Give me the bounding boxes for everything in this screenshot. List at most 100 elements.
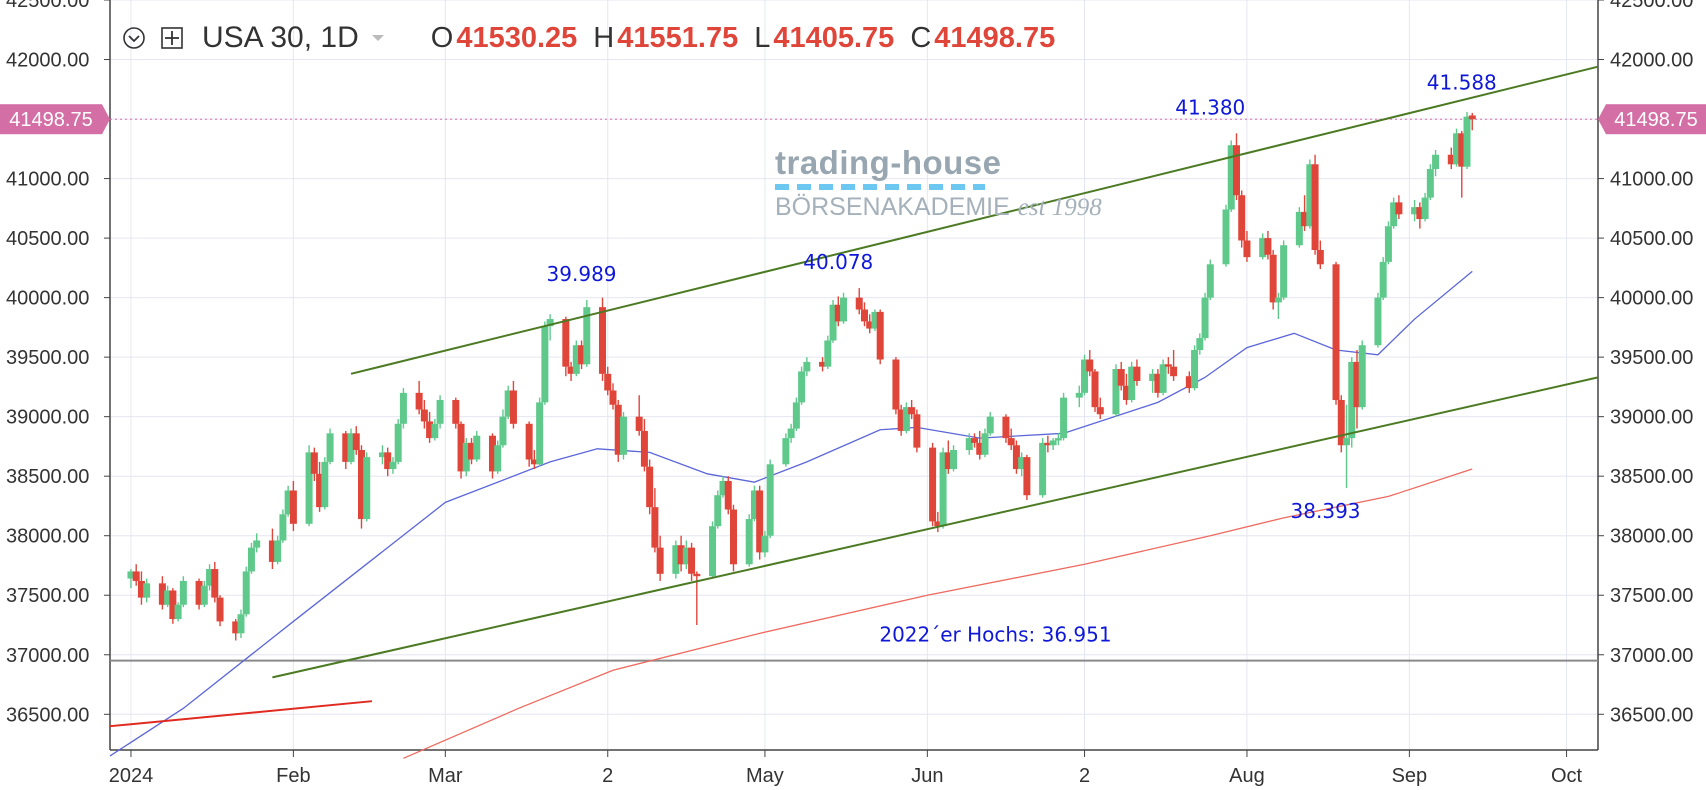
candle-up: [164, 590, 172, 605]
candle-down: [1353, 361, 1361, 408]
candle-down: [310, 452, 318, 474]
x-tick-label: May: [746, 765, 784, 787]
candle-up: [787, 428, 795, 439]
candle-down: [1185, 376, 1193, 389]
candle-down: [651, 507, 659, 548]
candle-up: [803, 361, 811, 372]
candle-down: [1243, 240, 1251, 258]
candle-down: [1096, 407, 1104, 415]
candle-down: [384, 452, 392, 470]
candle-down: [1154, 373, 1162, 393]
symbol-label[interactable]: USA 30, 1D: [202, 21, 359, 54]
y-tick-label-right: 38500.00: [1610, 466, 1693, 488]
candle-up: [279, 514, 287, 541]
trend-line-lower-channel: [272, 376, 1599, 679]
price-tag-arrow: [102, 104, 110, 135]
y-tick-label-right: 39000.00: [1610, 407, 1693, 429]
candle-up: [1348, 361, 1356, 439]
candle-up: [672, 545, 680, 574]
candle-down: [426, 421, 434, 439]
candle-up: [1054, 438, 1062, 441]
candle-down: [530, 459, 538, 465]
candle-down: [1002, 416, 1010, 439]
candle-up: [950, 450, 958, 470]
chevron-circle-icon[interactable]: [122, 26, 146, 50]
y-tick-label-right: 42000.00: [1610, 50, 1693, 72]
candle-down: [819, 361, 827, 367]
candle-down: [1395, 202, 1403, 215]
candle-down: [1164, 364, 1172, 367]
candle-up: [1149, 373, 1157, 381]
candle-down: [268, 540, 276, 562]
candle-up: [1060, 397, 1068, 439]
y-tick-label-left: 42500.00: [6, 0, 89, 12]
candle-up: [1018, 457, 1026, 470]
candle-up: [1159, 364, 1167, 393]
grid: [110, 0, 1598, 750]
candle-down: [976, 442, 984, 455]
candle-down: [1086, 359, 1094, 372]
candle-down: [635, 416, 643, 431]
candle-down: [1337, 400, 1345, 446]
y-tick-label-right: 42500.00: [1610, 0, 1693, 12]
last-price-tag-left: 41498.75: [0, 104, 110, 135]
y-tick-label-left: 41000.00: [6, 169, 89, 191]
candle-up: [326, 433, 334, 462]
candle-up: [127, 571, 135, 579]
candle-up: [473, 435, 481, 460]
y-tick-label-right: 36500.00: [1610, 704, 1693, 726]
candle-down: [1238, 195, 1246, 241]
candle-down: [640, 430, 648, 467]
candle-up: [1411, 207, 1419, 215]
candle-down: [1007, 438, 1015, 446]
candles: [127, 111, 1476, 641]
candle-down: [1133, 366, 1141, 381]
candle-down: [908, 407, 916, 415]
high-label: H: [593, 21, 615, 54]
candle-down: [944, 452, 952, 470]
candle-up: [284, 490, 292, 515]
candle-up: [1390, 202, 1398, 227]
candle-down: [1122, 385, 1130, 400]
annotation-label: 41.380: [1175, 95, 1245, 119]
candle-up: [274, 540, 282, 562]
x-tick-label: 2024: [109, 765, 154, 787]
x-tick-label: Mar: [428, 765, 463, 787]
candle-down: [457, 423, 465, 472]
candle-down: [232, 621, 240, 634]
candle-down: [934, 521, 942, 527]
candle-down: [677, 545, 685, 565]
candle-down: [562, 319, 570, 367]
candle-up: [1374, 297, 1382, 346]
candle-down: [342, 433, 350, 462]
price-tag-bg: [0, 104, 102, 135]
candle-up: [1379, 261, 1387, 298]
low-value: 41405.75: [773, 21, 895, 54]
candle-up: [761, 535, 769, 553]
candle-down: [876, 311, 884, 360]
candle-down: [1232, 145, 1240, 196]
y-tick-label-left: 36500.00: [6, 704, 89, 726]
candle-up: [546, 319, 554, 327]
candle-down: [1301, 211, 1309, 227]
candle-down: [688, 547, 696, 574]
candle-up: [494, 445, 502, 472]
candle-up: [1075, 392, 1083, 398]
candle-up: [719, 480, 727, 496]
candle-up: [1039, 442, 1047, 496]
sma-50-line: [109, 270, 1473, 757]
candle-up: [206, 569, 214, 586]
candle-up: [986, 416, 994, 434]
candle-up: [1295, 211, 1303, 246]
plus-box-icon[interactable]: [160, 26, 184, 50]
candle-down: [656, 547, 664, 574]
y-tick-label-left: 42000.00: [6, 50, 89, 72]
x-tick-label: Sep: [1392, 765, 1428, 787]
caret-down-icon[interactable]: [371, 33, 385, 43]
last-price-label-right: 41498.75: [1614, 109, 1697, 131]
candle-up: [1227, 145, 1235, 210]
candle-up: [1222, 209, 1230, 265]
candle-up: [682, 547, 690, 565]
candle-up: [965, 438, 973, 450]
